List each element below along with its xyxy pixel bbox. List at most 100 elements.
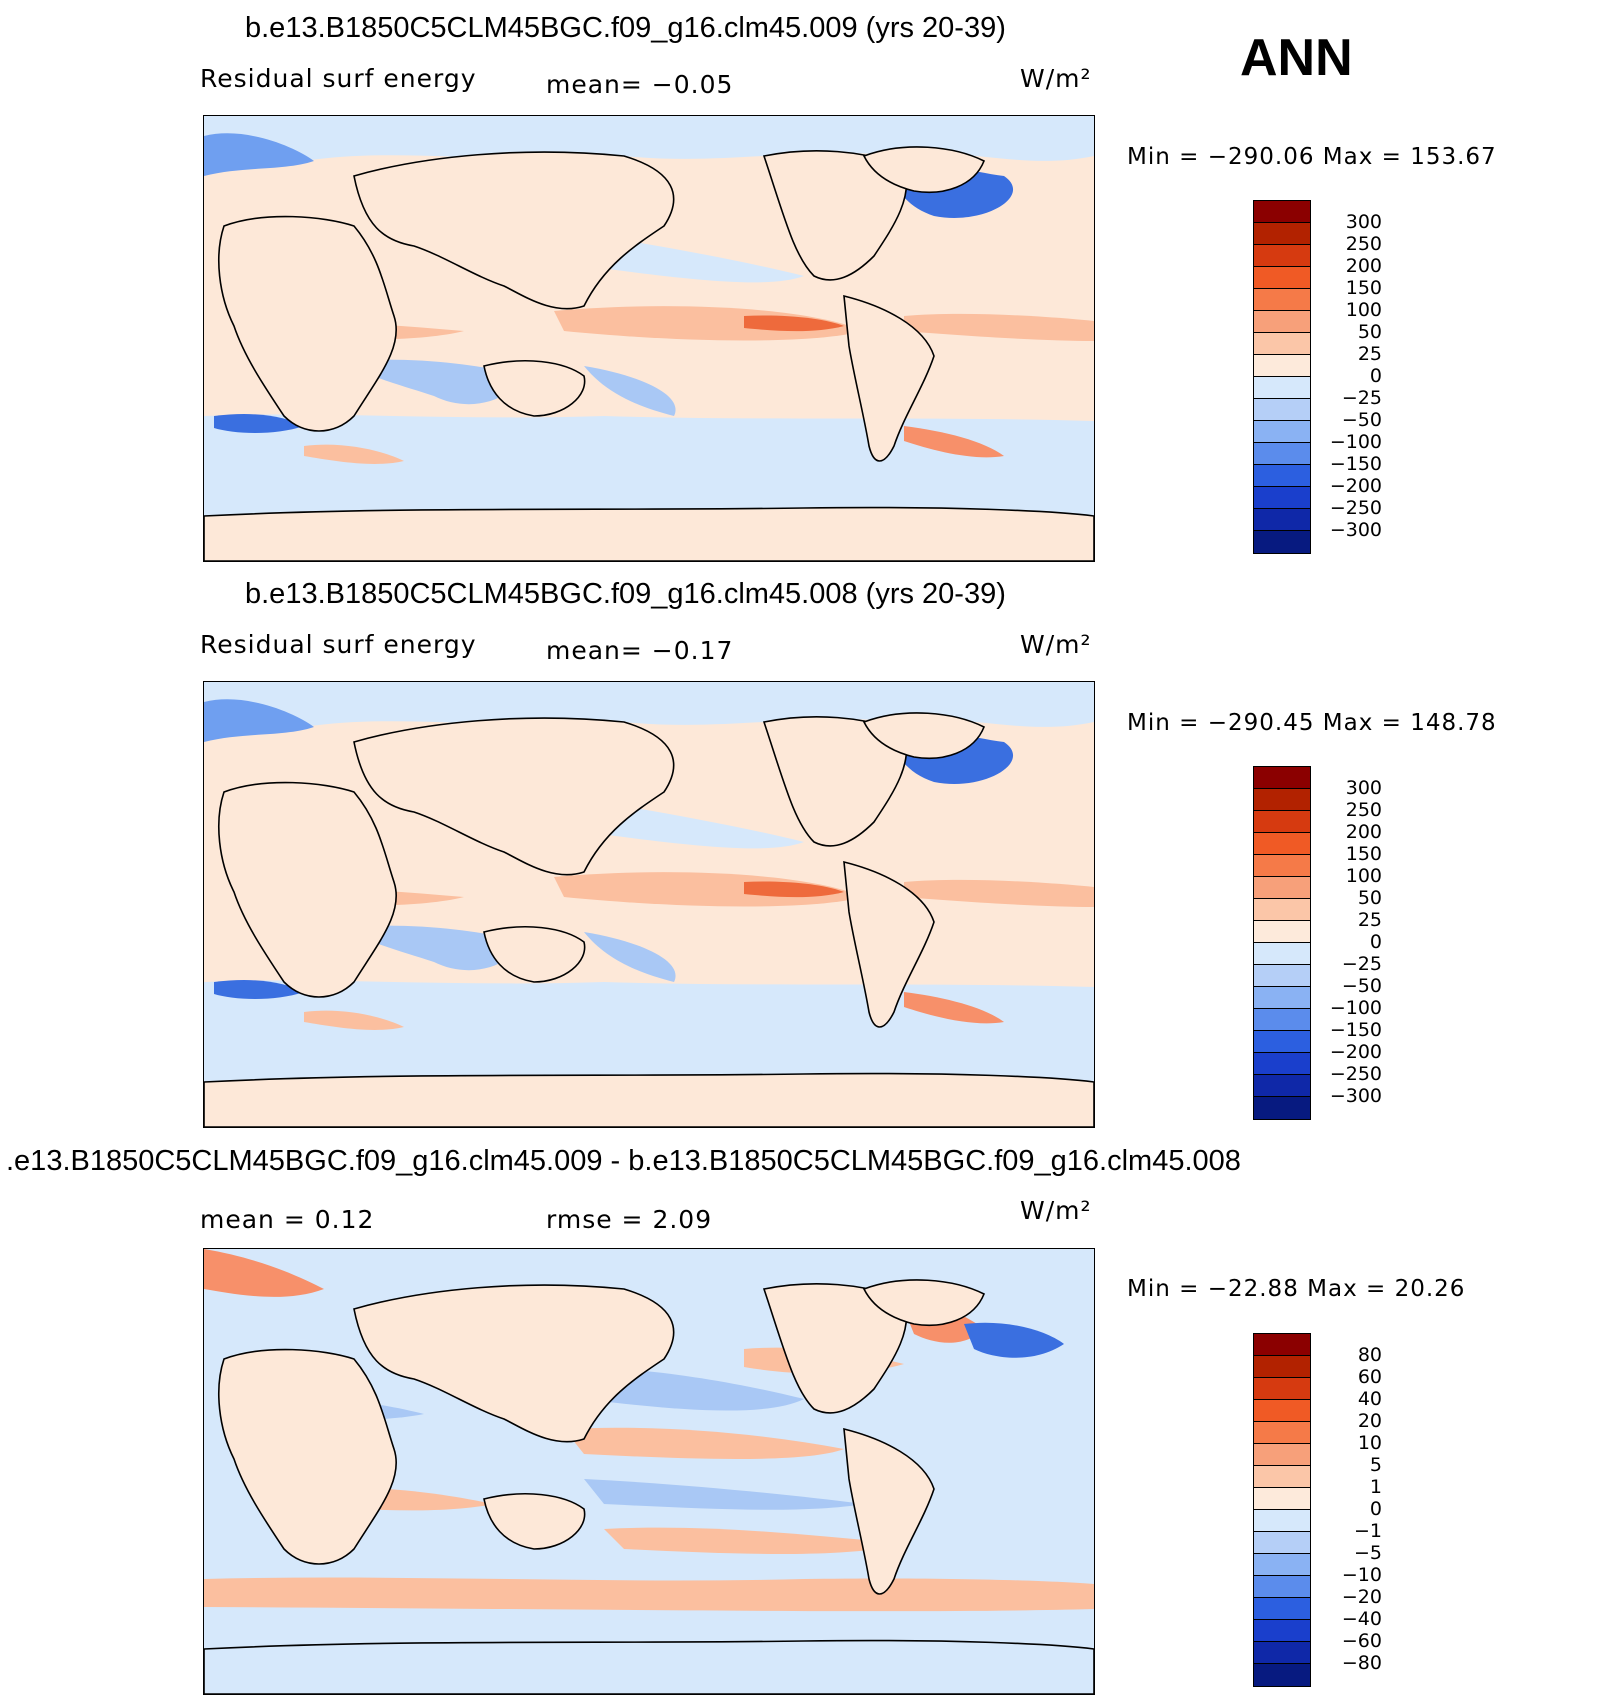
panel-2-title: b.e13.B1850C5CLM45BGC.f09_g16.clm45.008 … bbox=[245, 578, 1006, 610]
colorbar-swatch bbox=[1254, 943, 1310, 965]
colorbar-label: −250 bbox=[1329, 497, 1382, 519]
colorbar-swatch bbox=[1254, 1031, 1310, 1053]
panel-1-map-svg bbox=[204, 116, 1094, 561]
colorbar-label: 5 bbox=[1369, 1454, 1382, 1476]
colorbar-label: −300 bbox=[1329, 1085, 1382, 1107]
colorbar-label: 60 bbox=[1357, 1366, 1382, 1388]
colorbar-label: 100 bbox=[1345, 865, 1382, 887]
colorbar-swatch bbox=[1254, 201, 1310, 223]
panel-1-mean: mean= −0.05 bbox=[546, 70, 734, 99]
colorbar-swatch bbox=[1254, 811, 1310, 833]
colorbar-label: 25 bbox=[1357, 343, 1382, 365]
colorbar-swatch bbox=[1254, 1334, 1310, 1356]
panel-2-mean: mean= −0.17 bbox=[546, 636, 734, 665]
colorbar-label: 200 bbox=[1345, 255, 1382, 277]
panel-2-colorbar bbox=[1253, 766, 1311, 1120]
colorbar-label: 100 bbox=[1345, 299, 1382, 321]
colorbar-swatch bbox=[1254, 1642, 1310, 1664]
colorbar-swatch bbox=[1254, 1664, 1310, 1686]
colorbar-swatch bbox=[1254, 355, 1310, 377]
colorbar-swatch bbox=[1254, 1400, 1310, 1422]
panel-2-minmax: Min = −290.45 Max = 148.78 bbox=[1127, 710, 1497, 736]
colorbar-label: −10 bbox=[1341, 1564, 1382, 1586]
land-masses bbox=[204, 1279, 1094, 1694]
panel-2-units: W/m² bbox=[1020, 630, 1092, 659]
colorbar-swatch bbox=[1254, 987, 1310, 1009]
colorbar-label: −50 bbox=[1341, 975, 1382, 997]
colorbar-label: 300 bbox=[1345, 211, 1382, 233]
colorbar-label: 150 bbox=[1345, 843, 1382, 865]
colorbar-swatch bbox=[1254, 1444, 1310, 1466]
panel-1-title: b.e13.B1850C5CLM45BGC.f09_g16.clm45.009 … bbox=[245, 12, 1006, 44]
colorbar-label: −150 bbox=[1329, 453, 1382, 475]
colorbar-label: −250 bbox=[1329, 1063, 1382, 1085]
colorbar-swatch bbox=[1254, 289, 1310, 311]
panel-3-rmse: rmse = 2.09 bbox=[546, 1205, 713, 1234]
colorbar-swatch bbox=[1254, 1532, 1310, 1554]
colorbar-swatch bbox=[1254, 487, 1310, 509]
colorbar-swatch bbox=[1254, 767, 1310, 789]
colorbar-label: −150 bbox=[1329, 1019, 1382, 1041]
panel-3-map bbox=[203, 1248, 1095, 1695]
colorbar-label: 300 bbox=[1345, 777, 1382, 799]
colorbar-swatch bbox=[1254, 1378, 1310, 1400]
colorbar-swatch bbox=[1254, 531, 1310, 553]
colorbar-swatch bbox=[1254, 789, 1310, 811]
panel-1-map bbox=[203, 115, 1095, 562]
colorbar-swatch bbox=[1254, 1356, 1310, 1378]
colorbar-label: 80 bbox=[1357, 1344, 1382, 1366]
colorbar-label: 200 bbox=[1345, 821, 1382, 843]
season-label: ANN bbox=[1240, 29, 1353, 87]
colorbar-label: 10 bbox=[1357, 1432, 1382, 1454]
colorbar-swatch bbox=[1254, 1598, 1310, 1620]
colorbar-swatch bbox=[1254, 1097, 1310, 1119]
panel-3-title: .e13.B1850C5CLM45BGC.f09_g16.clm45.009 -… bbox=[6, 1145, 1241, 1177]
colorbar-swatch bbox=[1254, 223, 1310, 245]
colorbar-label: −1 bbox=[1353, 1520, 1382, 1542]
colorbar-label: −100 bbox=[1329, 431, 1382, 453]
panel-3-colorbar bbox=[1253, 1333, 1311, 1687]
colorbar-label: 150 bbox=[1345, 277, 1382, 299]
colorbar-label: −25 bbox=[1341, 387, 1382, 409]
colorbar-swatch bbox=[1254, 333, 1310, 355]
colorbar-label: −200 bbox=[1329, 475, 1382, 497]
colorbar-swatch bbox=[1254, 877, 1310, 899]
colorbar-swatch bbox=[1254, 1422, 1310, 1444]
panel-1-minmax: Min = −290.06 Max = 153.67 bbox=[1127, 144, 1497, 170]
colorbar-swatch bbox=[1254, 267, 1310, 289]
colorbar-swatch bbox=[1254, 833, 1310, 855]
colorbar-label: 0 bbox=[1369, 365, 1382, 387]
colorbar-swatch bbox=[1254, 1620, 1310, 1642]
colorbar-label: −50 bbox=[1341, 409, 1382, 431]
colorbar-swatch bbox=[1254, 443, 1310, 465]
colorbar-label: −40 bbox=[1341, 1608, 1382, 1630]
colorbar-label: −100 bbox=[1329, 997, 1382, 1019]
colorbar-swatch bbox=[1254, 1510, 1310, 1532]
colorbar-label: −300 bbox=[1329, 519, 1382, 541]
colorbar-label: 250 bbox=[1345, 233, 1382, 255]
colorbar-swatch bbox=[1254, 1466, 1310, 1488]
colorbar-label: −20 bbox=[1341, 1586, 1382, 1608]
panel-2-variable: Residual surf energy bbox=[200, 630, 477, 659]
panel-1-colorbar bbox=[1253, 200, 1311, 554]
panel-3-map-svg bbox=[204, 1249, 1094, 1694]
panel-3-minmax: Min = −22.88 Max = 20.26 bbox=[1127, 1276, 1466, 1302]
colorbar-label: 40 bbox=[1357, 1388, 1382, 1410]
colorbar-swatch bbox=[1254, 1488, 1310, 1510]
colorbar-swatch bbox=[1254, 1576, 1310, 1598]
colorbar-label: 0 bbox=[1369, 1498, 1382, 1520]
colorbar-label: 50 bbox=[1357, 887, 1382, 909]
panel-2-map bbox=[203, 681, 1095, 1128]
colorbar-label: −60 bbox=[1341, 1630, 1382, 1652]
panel-1-units: W/m² bbox=[1020, 64, 1092, 93]
panel-1-variable: Residual surf energy bbox=[200, 64, 477, 93]
colorbar-label: 0 bbox=[1369, 931, 1382, 953]
colorbar-swatch bbox=[1254, 1009, 1310, 1031]
land-masses bbox=[204, 146, 1094, 561]
colorbar-swatch bbox=[1254, 855, 1310, 877]
colorbar-swatch bbox=[1254, 509, 1310, 531]
colorbar-swatch bbox=[1254, 377, 1310, 399]
colorbar-swatch bbox=[1254, 899, 1310, 921]
colorbar-label: 25 bbox=[1357, 909, 1382, 931]
colorbar-label: 50 bbox=[1357, 321, 1382, 343]
